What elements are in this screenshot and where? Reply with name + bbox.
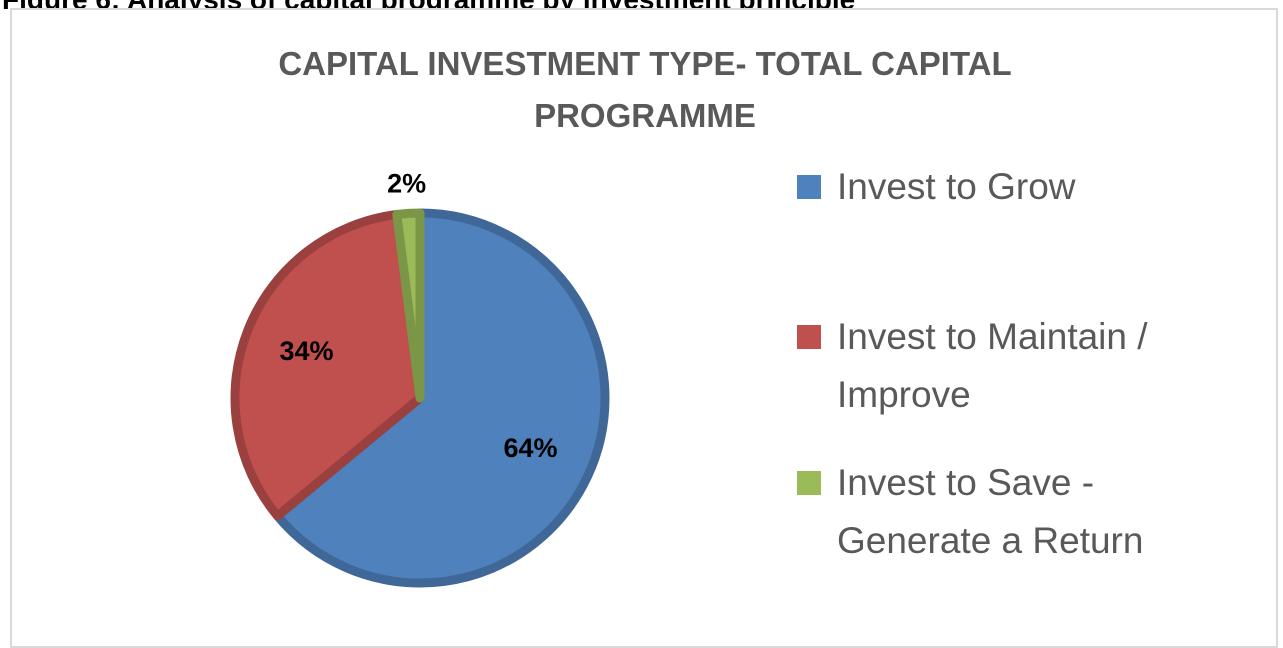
legend-swatch	[797, 325, 821, 349]
legend-label: Invest to Save - Generate a Return	[837, 462, 1144, 561]
data-label: 34%	[279, 336, 333, 366]
data-label: 64%	[503, 433, 557, 463]
data-label: 2%	[387, 169, 426, 199]
pie-slice	[392, 208, 425, 403]
legend-swatch	[797, 175, 821, 199]
pie-slice	[272, 208, 610, 588]
legend-label: Invest to Maintain / Improve	[837, 316, 1148, 415]
pie-slice	[230, 209, 425, 521]
legend-swatch	[797, 471, 821, 495]
chart-title: CAPITAL INVESTMENT TYPE- TOTAL CAPITAL P…	[278, 45, 1012, 134]
legend-label: Invest to Grow	[837, 166, 1076, 207]
chart-frame	[10, 8, 1278, 648]
